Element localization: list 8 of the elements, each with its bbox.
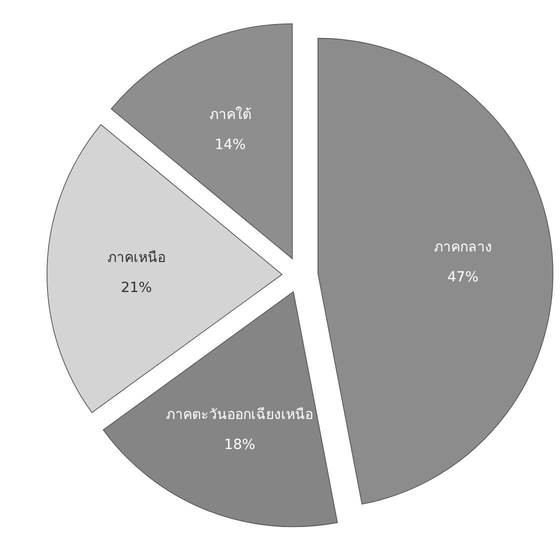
data-label: 21% [120, 280, 152, 296]
data-label: 14% [214, 136, 246, 153]
data-label: 47% [447, 270, 479, 286]
slice-label: ภาคใต้ [209, 106, 252, 123]
slice-label: ภาคกลาง [434, 240, 492, 256]
data-label: 18% [224, 437, 256, 454]
slice-label: ภาคตะวันออกเฉียงเหนือ [166, 407, 314, 424]
slice-label: ภาคเหนือ [107, 250, 166, 266]
